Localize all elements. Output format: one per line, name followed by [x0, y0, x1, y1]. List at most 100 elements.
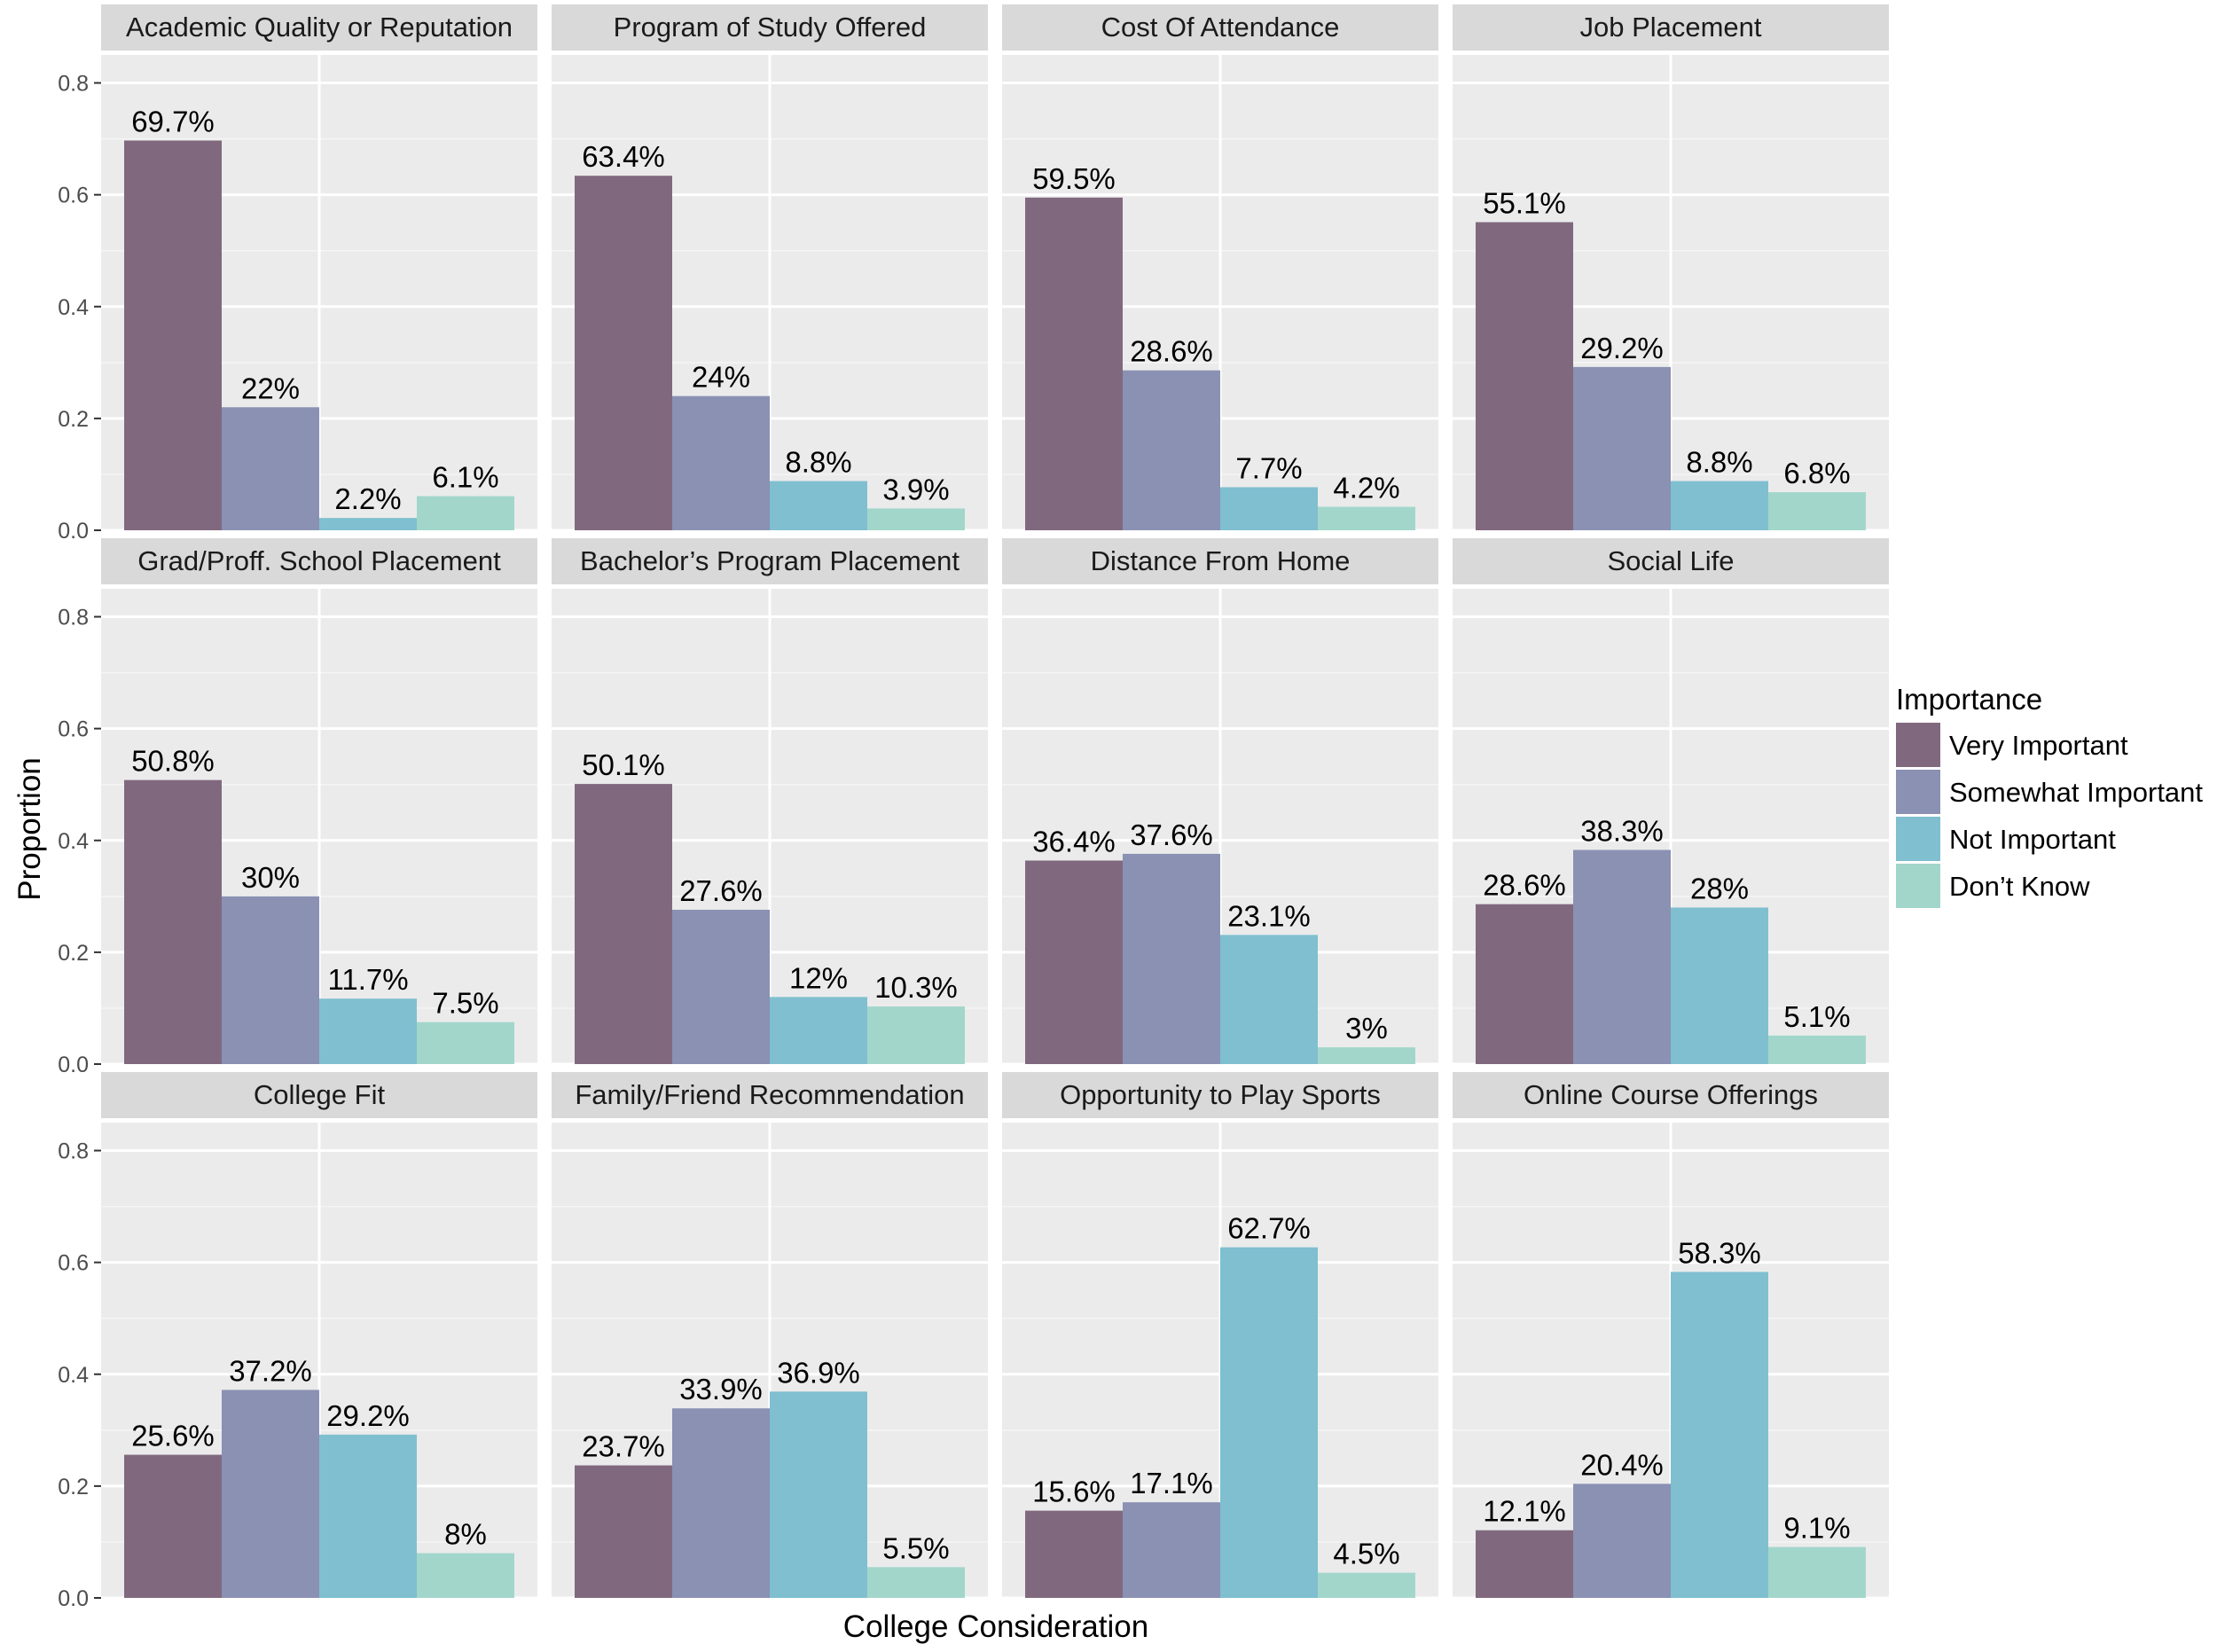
facet-strip	[1002, 538, 1438, 584]
facet-strip	[552, 4, 988, 51]
y-tick-label: 0.2	[58, 407, 89, 432]
bar-data-label: 4.2%	[1333, 472, 1399, 505]
bar-data-label: 11.7%	[327, 963, 408, 996]
bar-data-label: 7.7%	[1235, 451, 1302, 484]
y-tick-label: 0.8	[58, 1139, 89, 1164]
facet-panel: Family/Friend Recommendation 23.7% 33.9% 36…	[552, 1072, 988, 1600]
bar-data-label: 29.2%	[1580, 332, 1664, 364]
facet-panel: Online Course Offerings 12.1% 20.4% 58.3% 9.…	[1453, 1072, 1889, 1600]
bar	[1671, 907, 1768, 1064]
bar-data-label: 15.6%	[1032, 1476, 1116, 1508]
bar	[867, 1567, 965, 1598]
bar	[867, 508, 965, 530]
y-tick-label: 0.4	[58, 1363, 89, 1388]
facet-title: Distance From Home	[1091, 545, 1351, 576]
bar	[1573, 366, 1671, 530]
bar	[1671, 1272, 1768, 1598]
bar-data-label: 4.5%	[1333, 1538, 1399, 1570]
facet-panel: Grad/Proff. School Placement 50.8% 30% 11.7…	[101, 538, 537, 1066]
bar	[319, 518, 417, 530]
y-tick-label: 0.8	[58, 606, 89, 630]
facet-title: Opportunity to Play Sports	[1060, 1079, 1381, 1110]
facet-strip	[101, 4, 537, 51]
x-axis-title: College Consideration	[843, 1609, 1148, 1644]
bar-data-label: 22%	[241, 372, 300, 404]
bar-data-label: 36.9%	[777, 1356, 860, 1389]
y-tick-label: 0.2	[58, 1475, 89, 1499]
facet-panel: College Fit 25.6% 37.2% 29.2% 8%	[101, 1072, 537, 1600]
facet-strip	[1453, 1072, 1889, 1118]
bar	[417, 1022, 514, 1064]
y-tick-label: 0.4	[58, 295, 89, 320]
bar	[1025, 197, 1123, 531]
bar-data-label: 37.6%	[1130, 818, 1213, 851]
bar	[1220, 935, 1318, 1064]
facet-panel: Program of Study Offered 63.4% 24% 8.8% 3.9%	[552, 4, 988, 532]
facet-panel: Academic Quality or Reputation 69.7% 22% 2.…	[101, 4, 537, 532]
y-tick-label: 0.0	[58, 1053, 89, 1077]
facet-title: Cost Of Attendance	[1101, 12, 1340, 43]
bar-data-label: 2.2%	[334, 482, 401, 515]
bar-data-label: 20.4%	[1580, 1448, 1664, 1481]
facet-strip	[552, 538, 988, 584]
bar-data-label: 38.3%	[1580, 814, 1664, 847]
bar	[417, 496, 514, 530]
facet-title: Academic Quality or Reputation	[126, 12, 513, 43]
bar	[1573, 849, 1671, 1064]
facet-strip	[1453, 4, 1889, 51]
bar-data-label: 23.7%	[582, 1430, 665, 1463]
bar	[672, 395, 770, 530]
bar	[124, 140, 222, 531]
bar	[124, 779, 222, 1064]
bar	[1123, 1502, 1220, 1598]
facet-title: Grad/Proff. School Placement	[137, 545, 501, 576]
bar	[1768, 1546, 1866, 1598]
bar	[1573, 1484, 1671, 1598]
bar-data-label: 50.1%	[582, 748, 665, 781]
bar-data-label: 69.7%	[131, 105, 215, 137]
bar	[770, 1391, 867, 1598]
bar-data-label: 8.8%	[785, 446, 851, 479]
facet-panel: Cost Of Attendance 59.5% 28.6% 7.7% 4.2%	[1002, 4, 1438, 532]
legend-label: Very Important	[1949, 730, 2128, 761]
legend-label: Don’t Know	[1949, 871, 2090, 902]
bar	[1476, 1530, 1573, 1598]
bar	[1318, 506, 1415, 530]
y-tick-label: 0.4	[58, 829, 89, 854]
bar-data-label: 3.9%	[882, 473, 949, 505]
bar	[770, 997, 867, 1064]
facet-panel: Distance From Home 36.4% 37.6% 23.1% 3%	[1002, 538, 1438, 1066]
bar-data-label: 33.9%	[679, 1373, 763, 1405]
bar	[417, 1553, 514, 1598]
bar-data-label: 59.5%	[1032, 162, 1116, 195]
y-tick-label: 0.6	[58, 717, 89, 742]
facet-strip	[552, 1072, 988, 1118]
legend-key	[1896, 723, 1940, 767]
bar-data-label: 27.6%	[679, 874, 763, 907]
bar-data-label: 36.4%	[1032, 825, 1116, 857]
bar-data-label: 29.2%	[326, 1399, 410, 1432]
bar-data-label: 3%	[1345, 1012, 1388, 1045]
y-tick-label: 0.6	[58, 1251, 89, 1276]
facet-panel: Opportunity to Play Sports 15.6% 17.1% 62.7…	[1002, 1072, 1438, 1600]
bar-data-label: 28.6%	[1130, 335, 1213, 368]
facet-title: Bachelor’s Program Placement	[580, 545, 960, 576]
legend: Importance Very Important Somewhat Import…	[1896, 683, 2203, 908]
y-tick-label: 0.8	[58, 72, 89, 97]
bar	[1318, 1572, 1415, 1598]
y-tick-label: 0.6	[58, 184, 89, 208]
bar	[575, 784, 672, 1064]
bar-data-label: 55.1%	[1483, 187, 1566, 220]
bar	[1476, 222, 1573, 530]
bar-data-label: 24%	[692, 361, 750, 394]
y-tick-label: 0.2	[58, 941, 89, 966]
y-axes: 0.0 0.2 0.4 0.6 0.8 0.0 0.2 0.4 0.6 0.8 0.0 0.2 0.4 0…	[58, 72, 101, 1611]
facet-strip	[101, 1072, 537, 1118]
bar	[319, 998, 417, 1064]
bar	[1220, 487, 1318, 530]
y-axis-title: Proportion	[12, 757, 47, 900]
bar-data-label: 10.3%	[874, 971, 958, 1004]
facet-title: Program of Study Offered	[614, 12, 927, 43]
facet-title: Job Placement	[1579, 12, 1761, 43]
bar-data-label: 12.1%	[1483, 1495, 1566, 1528]
